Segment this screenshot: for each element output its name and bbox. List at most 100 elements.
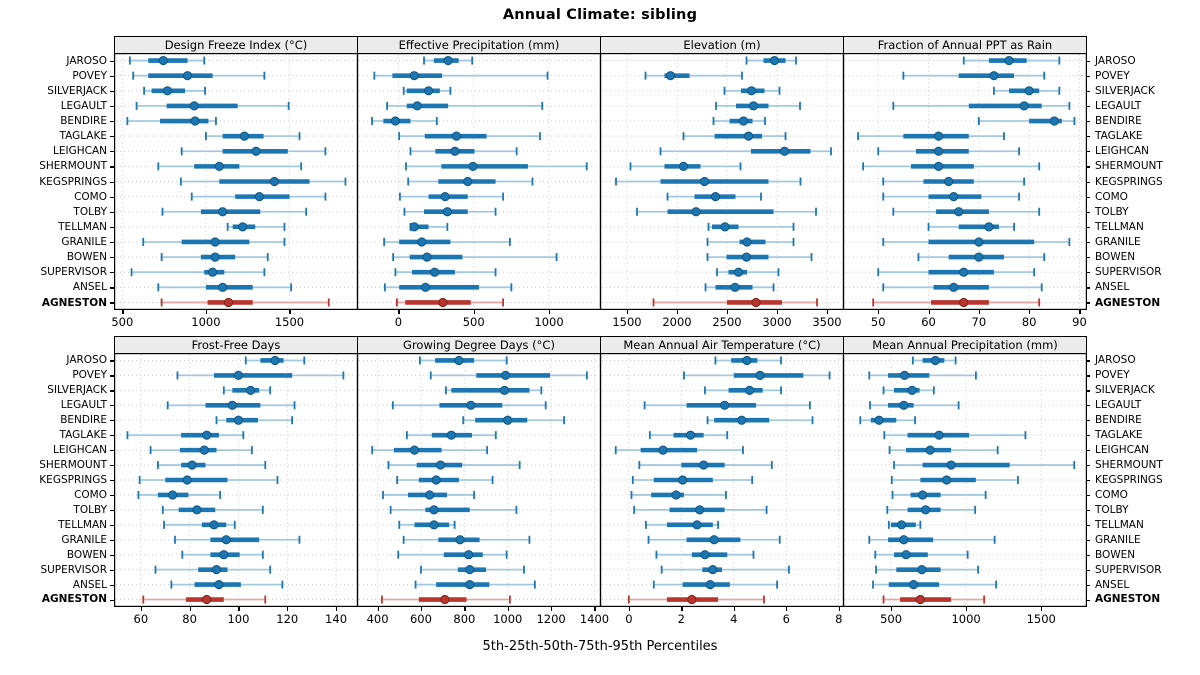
panel-design-freeze-index: Design Freeze Index (°C) xyxy=(114,36,358,310)
median-dot xyxy=(468,161,478,171)
median-dot xyxy=(933,131,944,141)
median-dot xyxy=(425,490,435,500)
site-label-bendire: BENDIRE xyxy=(1095,414,1142,427)
y-tick-left xyxy=(110,375,114,377)
x-tick-label: 1200 xyxy=(536,612,566,626)
site-label-kegsprings: KEGSPRINGS xyxy=(39,473,107,486)
site-label-legault: LEGAULT xyxy=(1095,99,1142,112)
median-dot xyxy=(720,400,730,410)
site-label-bowen: BOWEN xyxy=(1095,251,1136,264)
y-tick-right xyxy=(1086,539,1090,541)
x-tick-label: 500 xyxy=(462,315,485,329)
median-dot xyxy=(202,430,212,440)
median-dot xyxy=(464,550,474,560)
y-tick-right xyxy=(1086,375,1090,377)
median-dot xyxy=(933,161,944,171)
median-dot xyxy=(899,535,909,545)
x-tick-mark xyxy=(891,607,893,611)
y-tick-right xyxy=(1086,302,1090,304)
median-dot xyxy=(409,445,420,455)
median-dot xyxy=(440,192,450,202)
median-dot xyxy=(974,252,984,262)
y-tick-left xyxy=(110,569,114,571)
median-dot xyxy=(742,355,752,366)
median-dot xyxy=(678,475,688,485)
y-tick-left xyxy=(110,539,114,541)
median-dot xyxy=(946,460,956,470)
x-tick-label: 500 xyxy=(111,315,134,329)
x-tick-label: 1500 xyxy=(612,315,642,329)
median-dot xyxy=(671,490,681,500)
site-label-como: COMO xyxy=(74,190,107,203)
median-dot xyxy=(942,475,952,485)
median-dot xyxy=(751,297,761,308)
median-dot xyxy=(692,520,702,530)
median-dot xyxy=(1004,55,1014,66)
site-label-jaroso: JAROSO xyxy=(66,54,107,67)
median-dot xyxy=(746,86,757,96)
y-tick-left xyxy=(110,60,114,62)
x-axis-row-bottom: 60 80 100 120 140 400 600 800 1000 1200 1400 0 2 4 6 8 5… xyxy=(0,607,1200,633)
x-tick-mark xyxy=(978,310,981,314)
median-dot xyxy=(409,71,419,81)
site-label-supervisor: SUPERVISOR xyxy=(40,266,107,279)
median-dot xyxy=(211,565,222,575)
y-tick-left xyxy=(110,121,114,123)
x-tick-label: 50 xyxy=(870,315,886,329)
site-label-como: COMO xyxy=(1095,488,1128,501)
x-tick-label: 0 xyxy=(394,315,403,329)
panel-canvas-design-freeze-index xyxy=(114,53,358,310)
panel-canvas-elevation xyxy=(600,53,844,310)
site-label-ansel: ANSEL xyxy=(1095,578,1130,591)
y-tick-right xyxy=(1086,584,1090,586)
median-dot xyxy=(440,594,450,605)
site-label-tolby: TOLBY xyxy=(1095,205,1129,218)
panel-canvas-frost-free-days xyxy=(114,353,358,607)
y-tick-left xyxy=(110,196,114,198)
y-tick-right xyxy=(1086,181,1090,183)
median-dot xyxy=(227,400,237,410)
site-label-leighcan: LEIGHCAN xyxy=(1095,145,1149,158)
chart-title: Annual Climate: sibling xyxy=(502,7,698,23)
median-dot xyxy=(270,355,280,366)
median-dot xyxy=(974,237,984,247)
site-label-agneston: AGNESTON xyxy=(1095,296,1161,309)
median-dot xyxy=(167,490,178,500)
site-label-shermount: SHERMOUNT xyxy=(39,459,107,472)
x-tick-mark xyxy=(838,607,840,611)
y-tick-left xyxy=(110,509,114,512)
median-dot xyxy=(899,400,909,410)
panel-effective-precipitation: Effective Precipitation (mm) xyxy=(357,36,601,310)
x-tick-label: 1000 xyxy=(191,315,221,329)
site-label-agneston: AGNESTON xyxy=(41,593,107,606)
median-dot xyxy=(1049,116,1059,126)
median-dot xyxy=(423,86,434,96)
median-dot xyxy=(755,370,765,381)
median-dot xyxy=(455,535,465,545)
x-tick-label: 60 xyxy=(133,612,149,626)
y-tick-left xyxy=(110,554,114,556)
median-dot xyxy=(700,550,710,560)
site-label-tolby: TOLBY xyxy=(73,205,107,218)
site-label-leighcan: LEIGHCAN xyxy=(53,444,107,457)
panel-canvas-mean-annual-air-temperature xyxy=(600,353,844,607)
median-dot xyxy=(730,282,740,292)
median-dot xyxy=(874,415,884,425)
median-dot xyxy=(917,490,928,500)
median-dot xyxy=(917,565,927,575)
site-label-bendire: BENDIRE xyxy=(60,414,107,427)
median-dot xyxy=(219,550,229,560)
site-label-ansel: ANSEL xyxy=(72,578,107,591)
median-dot xyxy=(949,282,959,292)
site-label-legault: LEGAULT xyxy=(60,399,107,412)
panel-growing-degree-days: Growing Degree Days (°C) xyxy=(357,336,601,607)
x-tick-label: 1400 xyxy=(579,612,610,626)
x-tick-label: 60 xyxy=(921,315,936,329)
median-dot xyxy=(733,267,744,277)
median-dot xyxy=(665,71,676,81)
x-tick-mark xyxy=(733,607,735,611)
median-dot xyxy=(233,370,244,381)
site-label-jaroso: JAROSO xyxy=(1095,54,1136,67)
site-label-tellman: TELLMAN xyxy=(58,220,107,233)
